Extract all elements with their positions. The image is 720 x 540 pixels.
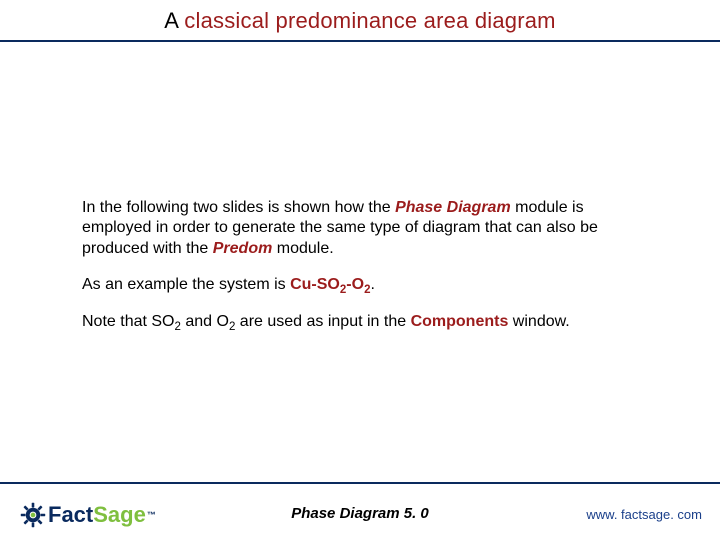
p1-t1: In the following two slides is shown how…: [82, 199, 395, 216]
p1-em-predom: Predom: [213, 240, 273, 257]
p2-t2: .: [370, 276, 374, 293]
title-rule: [0, 40, 720, 42]
p3-em-components: Components: [411, 313, 509, 330]
paragraph-3: Note that SO2 and O2 are used as input i…: [82, 312, 642, 332]
p1-t3: module.: [272, 240, 333, 257]
p2-sys-dash: -O: [346, 276, 364, 293]
p3-t2: and O: [181, 313, 229, 330]
title-text-pre: A: [164, 8, 184, 33]
p3-t3: are used as input in the: [235, 313, 410, 330]
p1-em-phase-diagram: Phase Diagram: [395, 199, 511, 216]
paragraph-1: In the following two slides is shown how…: [82, 198, 642, 259]
p2-system: Cu-SO2-O2: [290, 276, 370, 293]
title-highlight-3: diagram: [475, 8, 556, 33]
p2-t1: As an example the system is: [82, 276, 290, 293]
p3-t4: window.: [508, 313, 569, 330]
body-text: In the following two slides is shown how…: [82, 198, 642, 348]
slide-title: A classical predominance area diagram: [0, 8, 720, 34]
slide: A classical predominance area diagram In…: [0, 0, 720, 540]
footer-rule: [0, 482, 720, 484]
footer-url: www. factsage. com: [586, 507, 702, 522]
p2-sys-cu: Cu-SO: [290, 276, 340, 293]
paragraph-2: As an example the system is Cu-SO2-O2.: [82, 275, 642, 295]
title-highlight-1: classical: [184, 8, 269, 33]
title-highlight-2: predominance area: [276, 8, 469, 33]
p3-t1: Note that SO: [82, 313, 175, 330]
